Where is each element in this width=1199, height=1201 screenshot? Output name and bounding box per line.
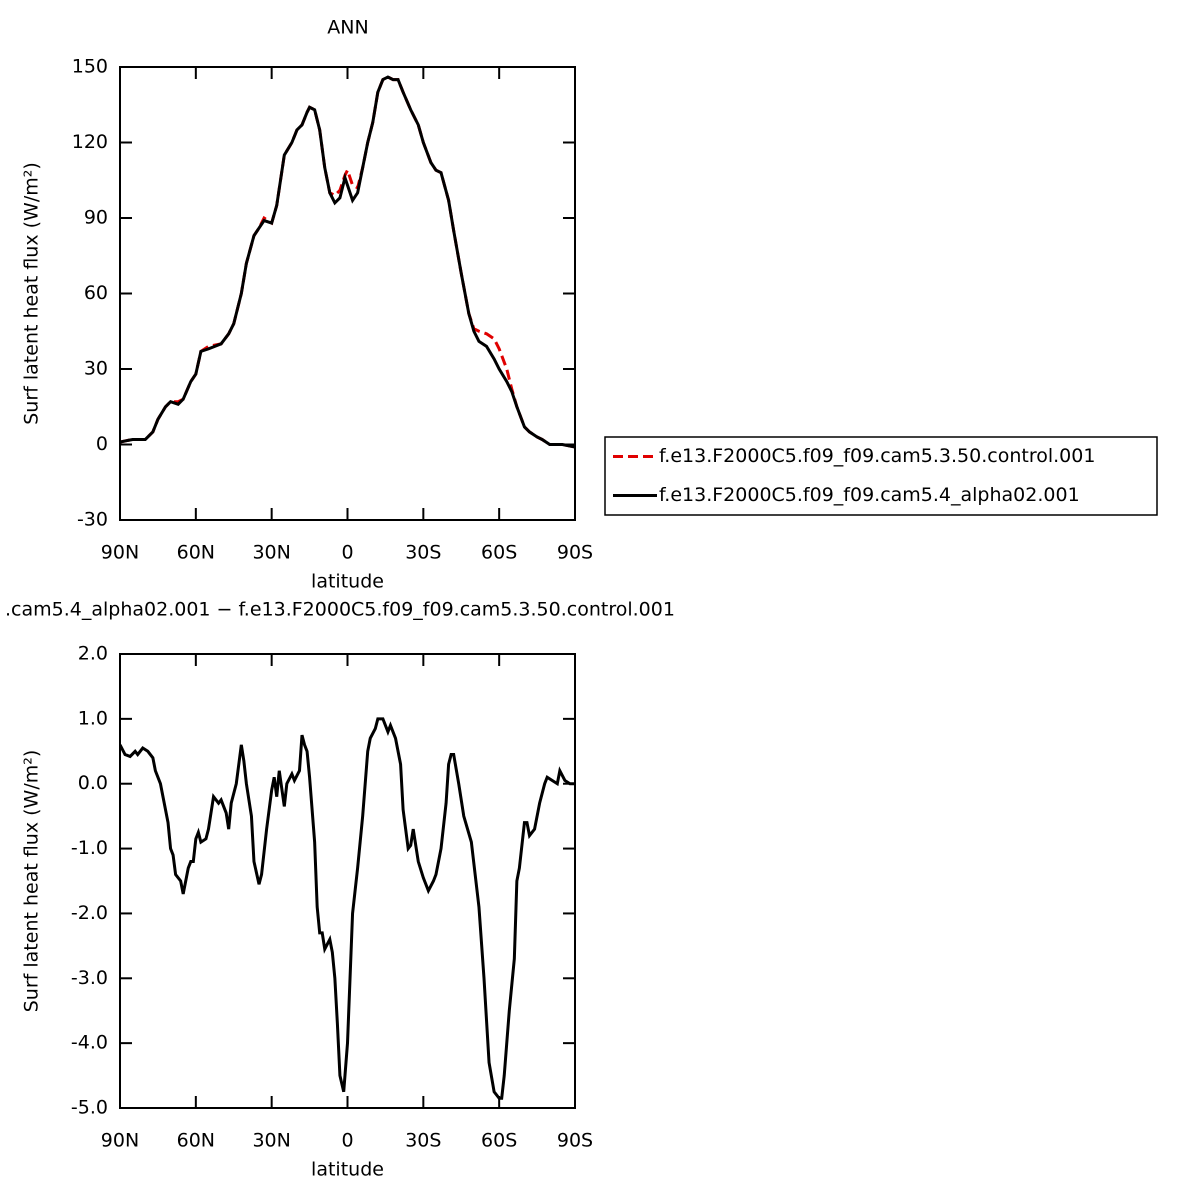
y-tick-label: 1.0 [78,707,108,729]
y-axis-label: Surf latent heat flux (W/m²) [21,162,43,425]
y-tick-label: -3.0 [71,967,108,989]
y-tick-label: -2.0 [71,902,108,924]
x-tick-label: 90N [101,1130,139,1152]
y-axis-label: Surf latent heat flux (W/m²) [21,750,43,1013]
x-tick-label: 60S [481,1130,517,1152]
x-axis-label: latitude [311,1159,384,1181]
x-tick-label: 30S [405,1130,441,1152]
chart-title: .cam5.4_alpha02.001 − f.e13.F2000C5.f09_… [5,599,675,621]
data-line [120,75,575,449]
chart-title: ANN [327,17,368,39]
legend-label: f.e13.F2000C5.f09_f09.cam5.4_alpha02.001 [659,484,1080,506]
y-tick-label: 0.0 [78,772,108,794]
data-line [120,717,575,1100]
x-tick-label: 90N [101,542,139,564]
plot-area [120,717,575,1100]
x-tick-label: 90S [557,542,593,564]
x-tick-label: 90S [557,1130,593,1152]
data-line [120,75,575,449]
x-tick-label: 60N [177,542,215,564]
plot-area [120,75,575,449]
x-tick-label: 60N [177,1130,215,1152]
y-tick-label: 120 [72,131,108,153]
y-tick-label: 90 [84,207,108,229]
plot-frame [119,653,576,1109]
x-axis-label: latitude [311,571,384,593]
legend-label: f.e13.F2000C5.f09_f09.cam5.3.50.control.… [659,445,1095,467]
y-tick-label: 60 [84,282,108,304]
x-tick-label: 30S [405,542,441,564]
y-tick-label: 2.0 [78,643,108,665]
y-tick-label: 150 [72,56,108,78]
x-tick-label: 30N [252,1130,290,1152]
y-tick-label: -1.0 [71,837,108,859]
y-tick-label: -5.0 [71,1097,108,1119]
x-tick-label: 60S [481,542,517,564]
y-tick-label: -30 [77,509,108,531]
x-tick-label: 0 [341,1130,353,1152]
y-tick-label: 30 [84,358,108,380]
y-tick-label: 0 [96,433,108,455]
plot-frame [119,66,576,521]
legend-box [604,436,1158,516]
y-tick-label: -4.0 [71,1032,108,1054]
x-tick-label: 30N [252,542,290,564]
x-tick-label: 0 [341,542,353,564]
